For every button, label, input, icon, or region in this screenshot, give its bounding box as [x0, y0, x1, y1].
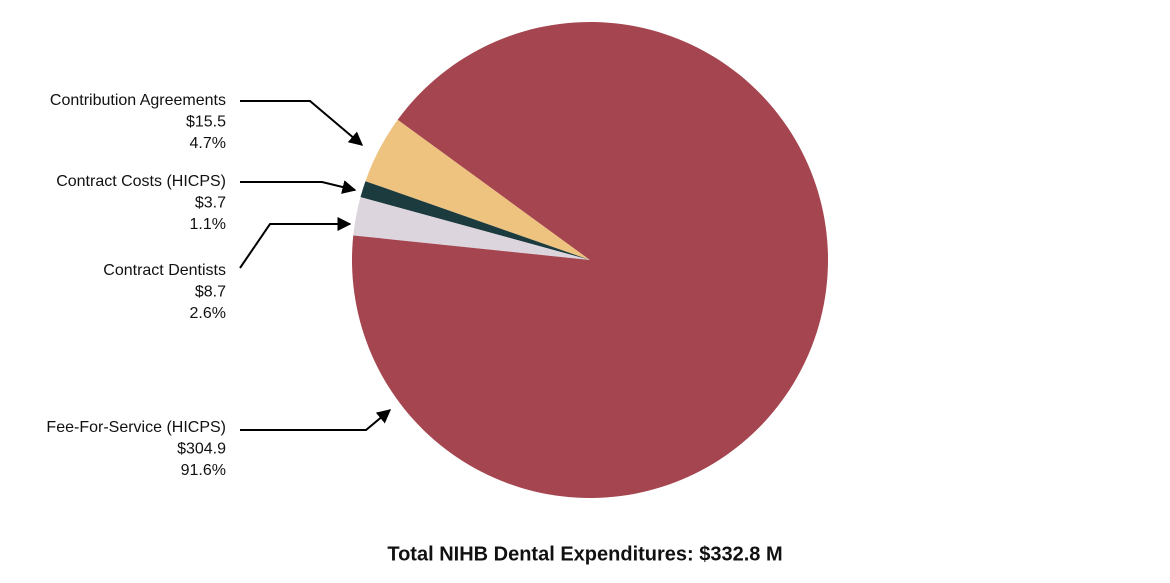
slice-percent-label: 2.6%: [190, 305, 226, 322]
leader-line: [239, 217, 352, 269]
slice-percent-label: 1.1%: [190, 216, 226, 233]
slice-label: Contribution Agreements: [50, 92, 226, 109]
slice-value-label: $8.7: [195, 284, 226, 301]
slice-label: Contract Dentists: [103, 262, 226, 279]
pie-slice: [352, 22, 829, 498]
leader-line: [240, 180, 357, 194]
slice-label: Contract Costs (HICPS): [56, 173, 226, 190]
slice-value-label: $15.5: [186, 114, 226, 131]
pie-slice: [365, 119, 590, 260]
slice-value-label: $3.7: [195, 195, 226, 212]
leader-line: [240, 409, 392, 431]
pie-slice: [353, 197, 590, 260]
pie-slice: [360, 181, 590, 260]
slice-label: Fee-For-Service (HICPS): [46, 419, 226, 436]
slice-value-label: $304.9: [177, 441, 226, 458]
leader-line: [240, 100, 364, 146]
slice-percent-label: 91.6%: [181, 462, 226, 479]
chart-title: Total NIHB Dental Expenditures: $332.8 M: [387, 543, 782, 565]
slice-percent-label: 4.7%: [190, 135, 226, 152]
